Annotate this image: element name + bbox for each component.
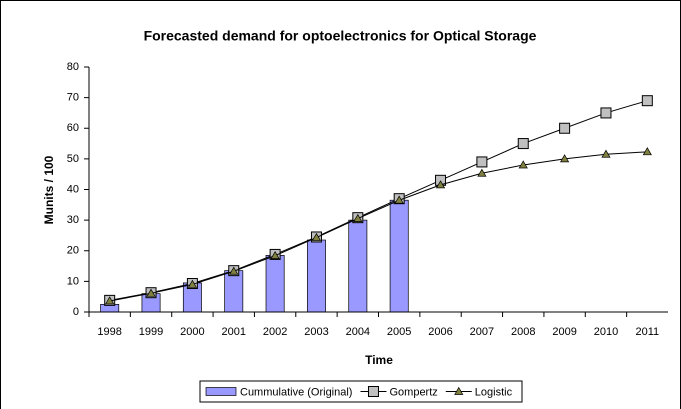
x-tick-label: 2001	[222, 326, 246, 338]
x-tick-label: 2002	[263, 326, 287, 338]
y-tick-label: 0	[73, 306, 79, 318]
bar	[348, 219, 368, 313]
line	[109, 151, 648, 302]
marker	[454, 386, 464, 395]
line	[109, 100, 648, 301]
y-tick-label: 20	[67, 245, 79, 257]
bar	[224, 270, 244, 313]
marker	[229, 266, 239, 275]
marker	[105, 296, 115, 305]
y-tick-label: 10	[67, 275, 79, 287]
x-tick-label: 1998	[97, 326, 121, 338]
marker	[353, 213, 363, 222]
marker	[311, 232, 322, 241]
bar	[265, 254, 285, 313]
x-tick-label: 2008	[511, 326, 535, 338]
x-tick-label: 2003	[304, 326, 328, 338]
x-tick-label: 2005	[387, 326, 411, 338]
y-tick-label: 40	[67, 183, 79, 195]
x-tick-label: 2009	[552, 326, 576, 338]
x-tick-label: 2007	[470, 326, 494, 338]
marker	[601, 149, 611, 158]
marker	[600, 107, 612, 119]
marker	[476, 156, 488, 168]
marker	[394, 195, 404, 204]
bar	[307, 239, 326, 313]
x-tick-label: 2010	[594, 326, 618, 338]
x-tick-label: 2011	[635, 326, 659, 338]
marker	[641, 95, 653, 107]
marker	[435, 180, 446, 189]
y-tick-label: 50	[67, 153, 79, 165]
marker	[367, 386, 379, 397]
marker	[187, 279, 197, 288]
chart-title: Forecasted demand for optoelectronics fo…	[144, 28, 537, 44]
legend-swatch	[205, 387, 237, 396]
legend-label: Cummulative (Original)	[240, 386, 352, 398]
marker	[560, 154, 570, 163]
marker	[642, 147, 652, 156]
marker	[270, 250, 280, 259]
marker	[517, 138, 529, 150]
marker	[559, 122, 571, 134]
marker	[477, 168, 487, 177]
x-tick-label: 1999	[139, 326, 163, 338]
marker	[518, 160, 528, 169]
legend-label: Gompertz	[389, 386, 437, 398]
bar	[389, 199, 409, 313]
y-tick-label: 30	[67, 214, 79, 226]
x-tick-label: 2004	[346, 326, 370, 338]
x-tick-label: 2006	[428, 326, 452, 338]
x-tick-label: 2000	[180, 326, 204, 338]
y-axis-title: Munits / 100	[42, 155, 56, 224]
y-tick-label: 80	[67, 61, 79, 73]
marker	[146, 288, 156, 297]
x-axis-title: Time	[365, 353, 393, 367]
y-tick-label: 70	[67, 92, 79, 104]
y-tick-label: 60	[67, 122, 79, 134]
legend-label: Logistic	[475, 386, 513, 398]
